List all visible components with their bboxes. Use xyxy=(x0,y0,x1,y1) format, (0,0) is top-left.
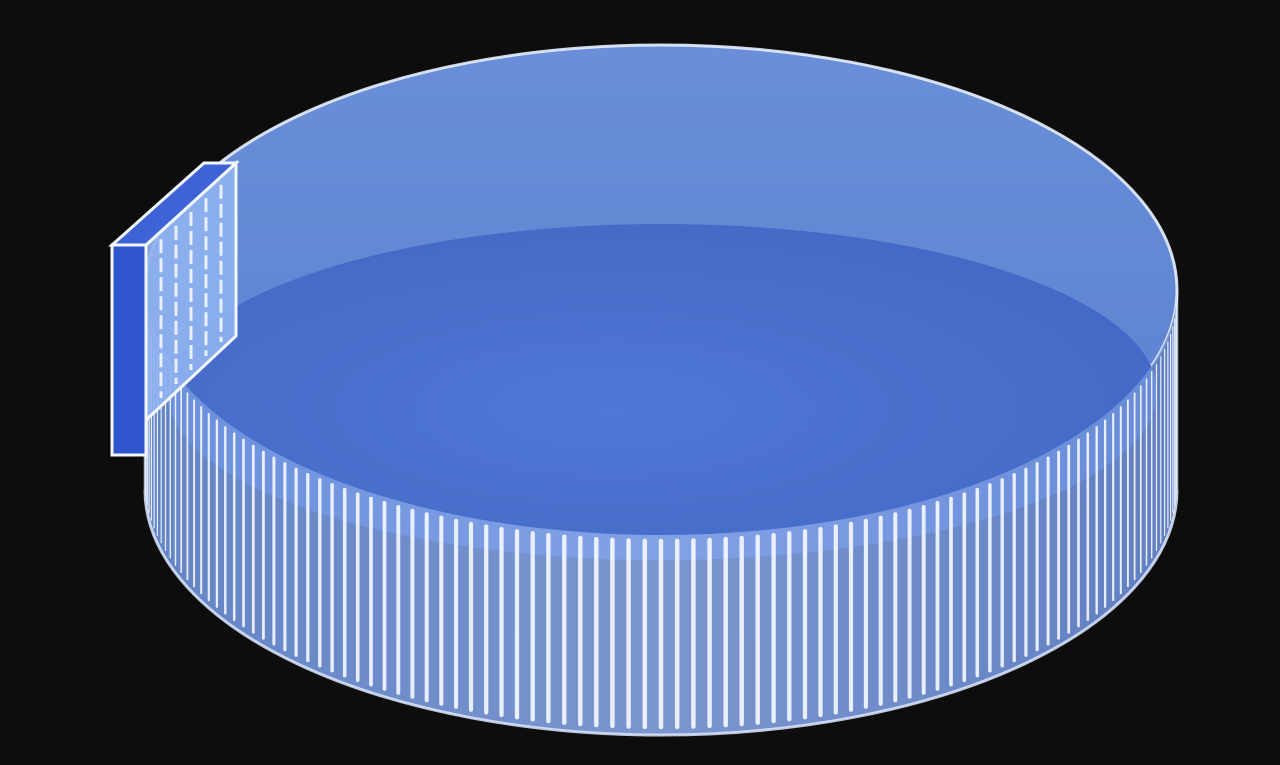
water-surface xyxy=(167,224,1157,560)
detached-wall-panel xyxy=(108,159,240,457)
panel-slots xyxy=(159,184,223,398)
panel-side xyxy=(110,243,148,457)
tank-front-wall xyxy=(145,290,1177,735)
tank-bottom-rim xyxy=(143,489,1179,737)
